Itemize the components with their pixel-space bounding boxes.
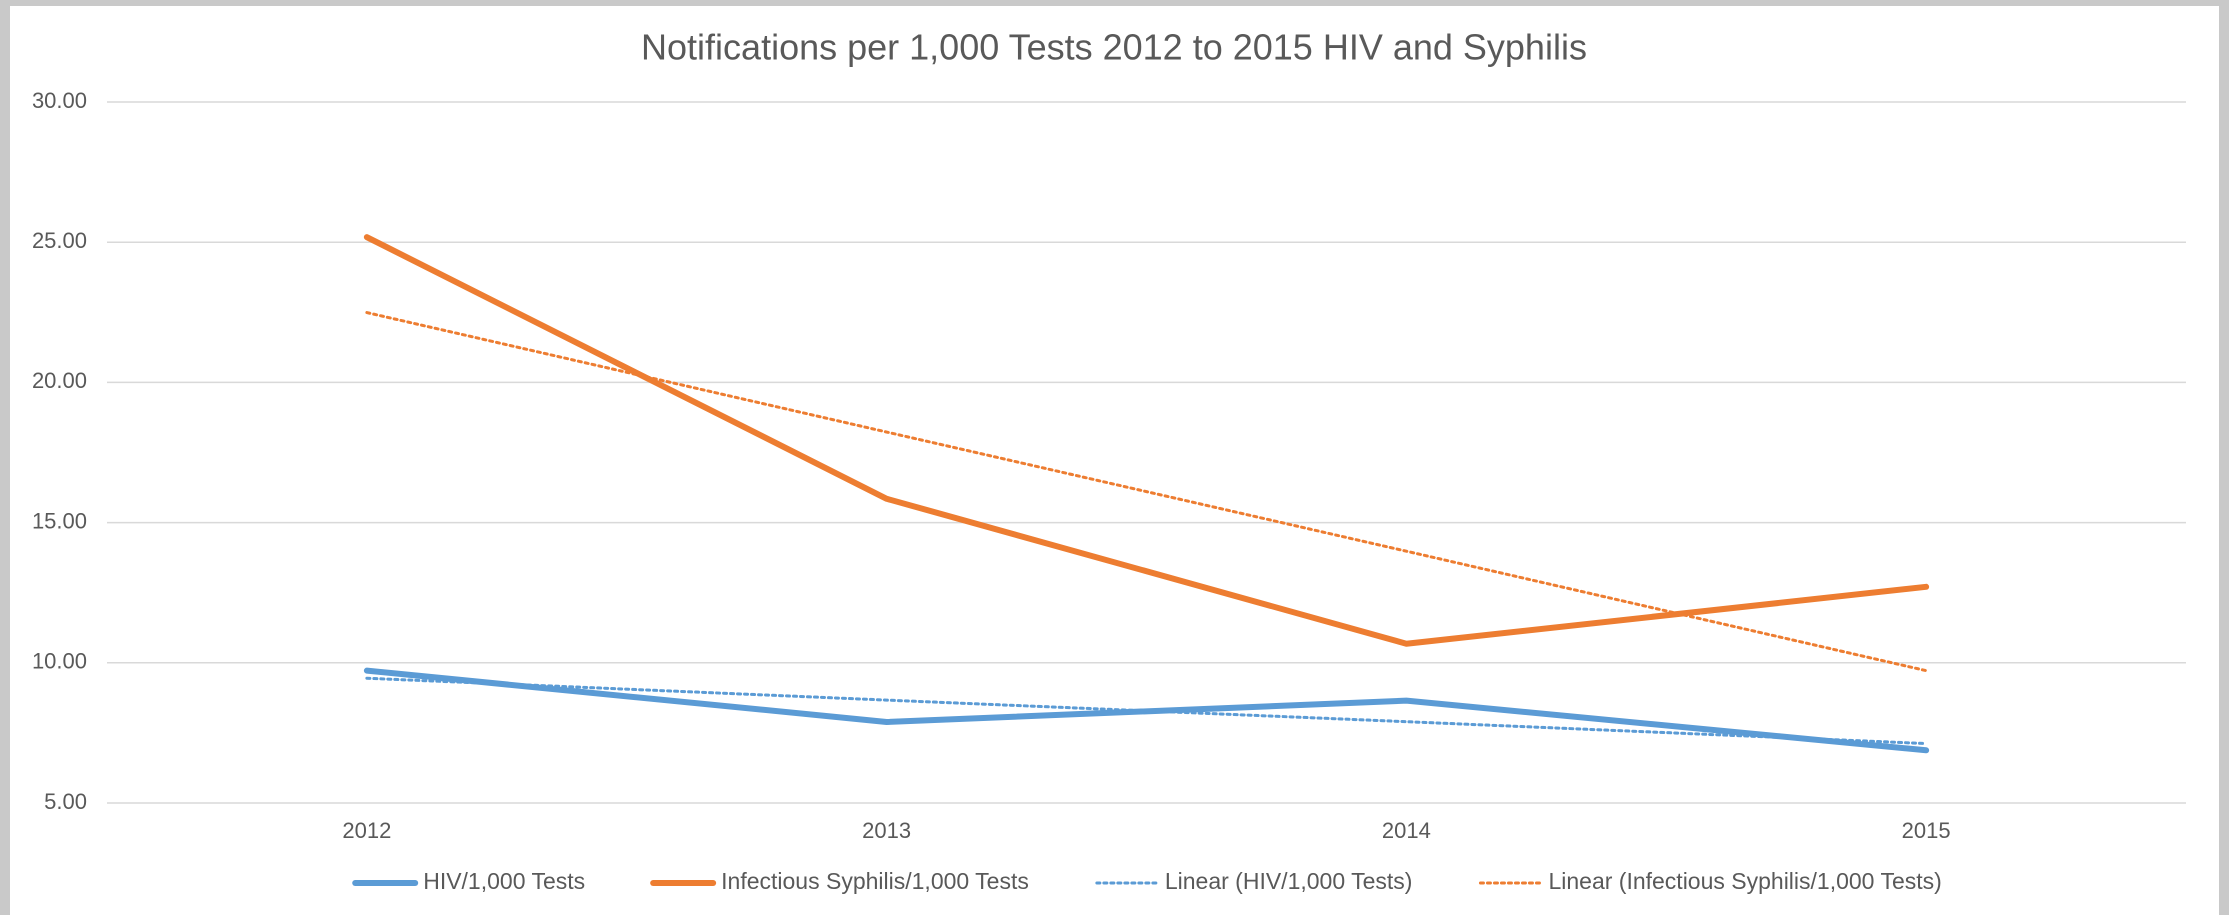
y-tick-label: 30.00 xyxy=(32,88,87,113)
y-tick-label: 25.00 xyxy=(32,228,87,253)
y-tick-label: 10.00 xyxy=(32,649,87,674)
legend-label: Infectious Syphilis/1,000 Tests xyxy=(721,868,1029,894)
x-tick-label: 2012 xyxy=(342,818,391,843)
legend-label: HIV/1,000 Tests xyxy=(423,868,585,894)
y-tick-label: 5.00 xyxy=(44,789,87,814)
x-tick-label: 2015 xyxy=(1902,818,1951,843)
legend-label: Linear (HIV/1,000 Tests) xyxy=(1165,868,1413,894)
x-tick-label: 2014 xyxy=(1382,818,1431,843)
trend-line xyxy=(365,311,1928,673)
y-tick-label: 15.00 xyxy=(32,508,87,533)
trend-line xyxy=(365,676,1928,746)
series-line xyxy=(363,234,1930,647)
legend-label: Linear (Infectious Syphilis/1,000 Tests) xyxy=(1548,868,1941,894)
y-tick-label: 20.00 xyxy=(32,368,87,393)
chart-title: Notifications per 1,000 Tests 2012 to 20… xyxy=(641,27,1587,68)
chart-background xyxy=(10,6,2219,915)
x-tick-label: 2013 xyxy=(862,818,911,843)
